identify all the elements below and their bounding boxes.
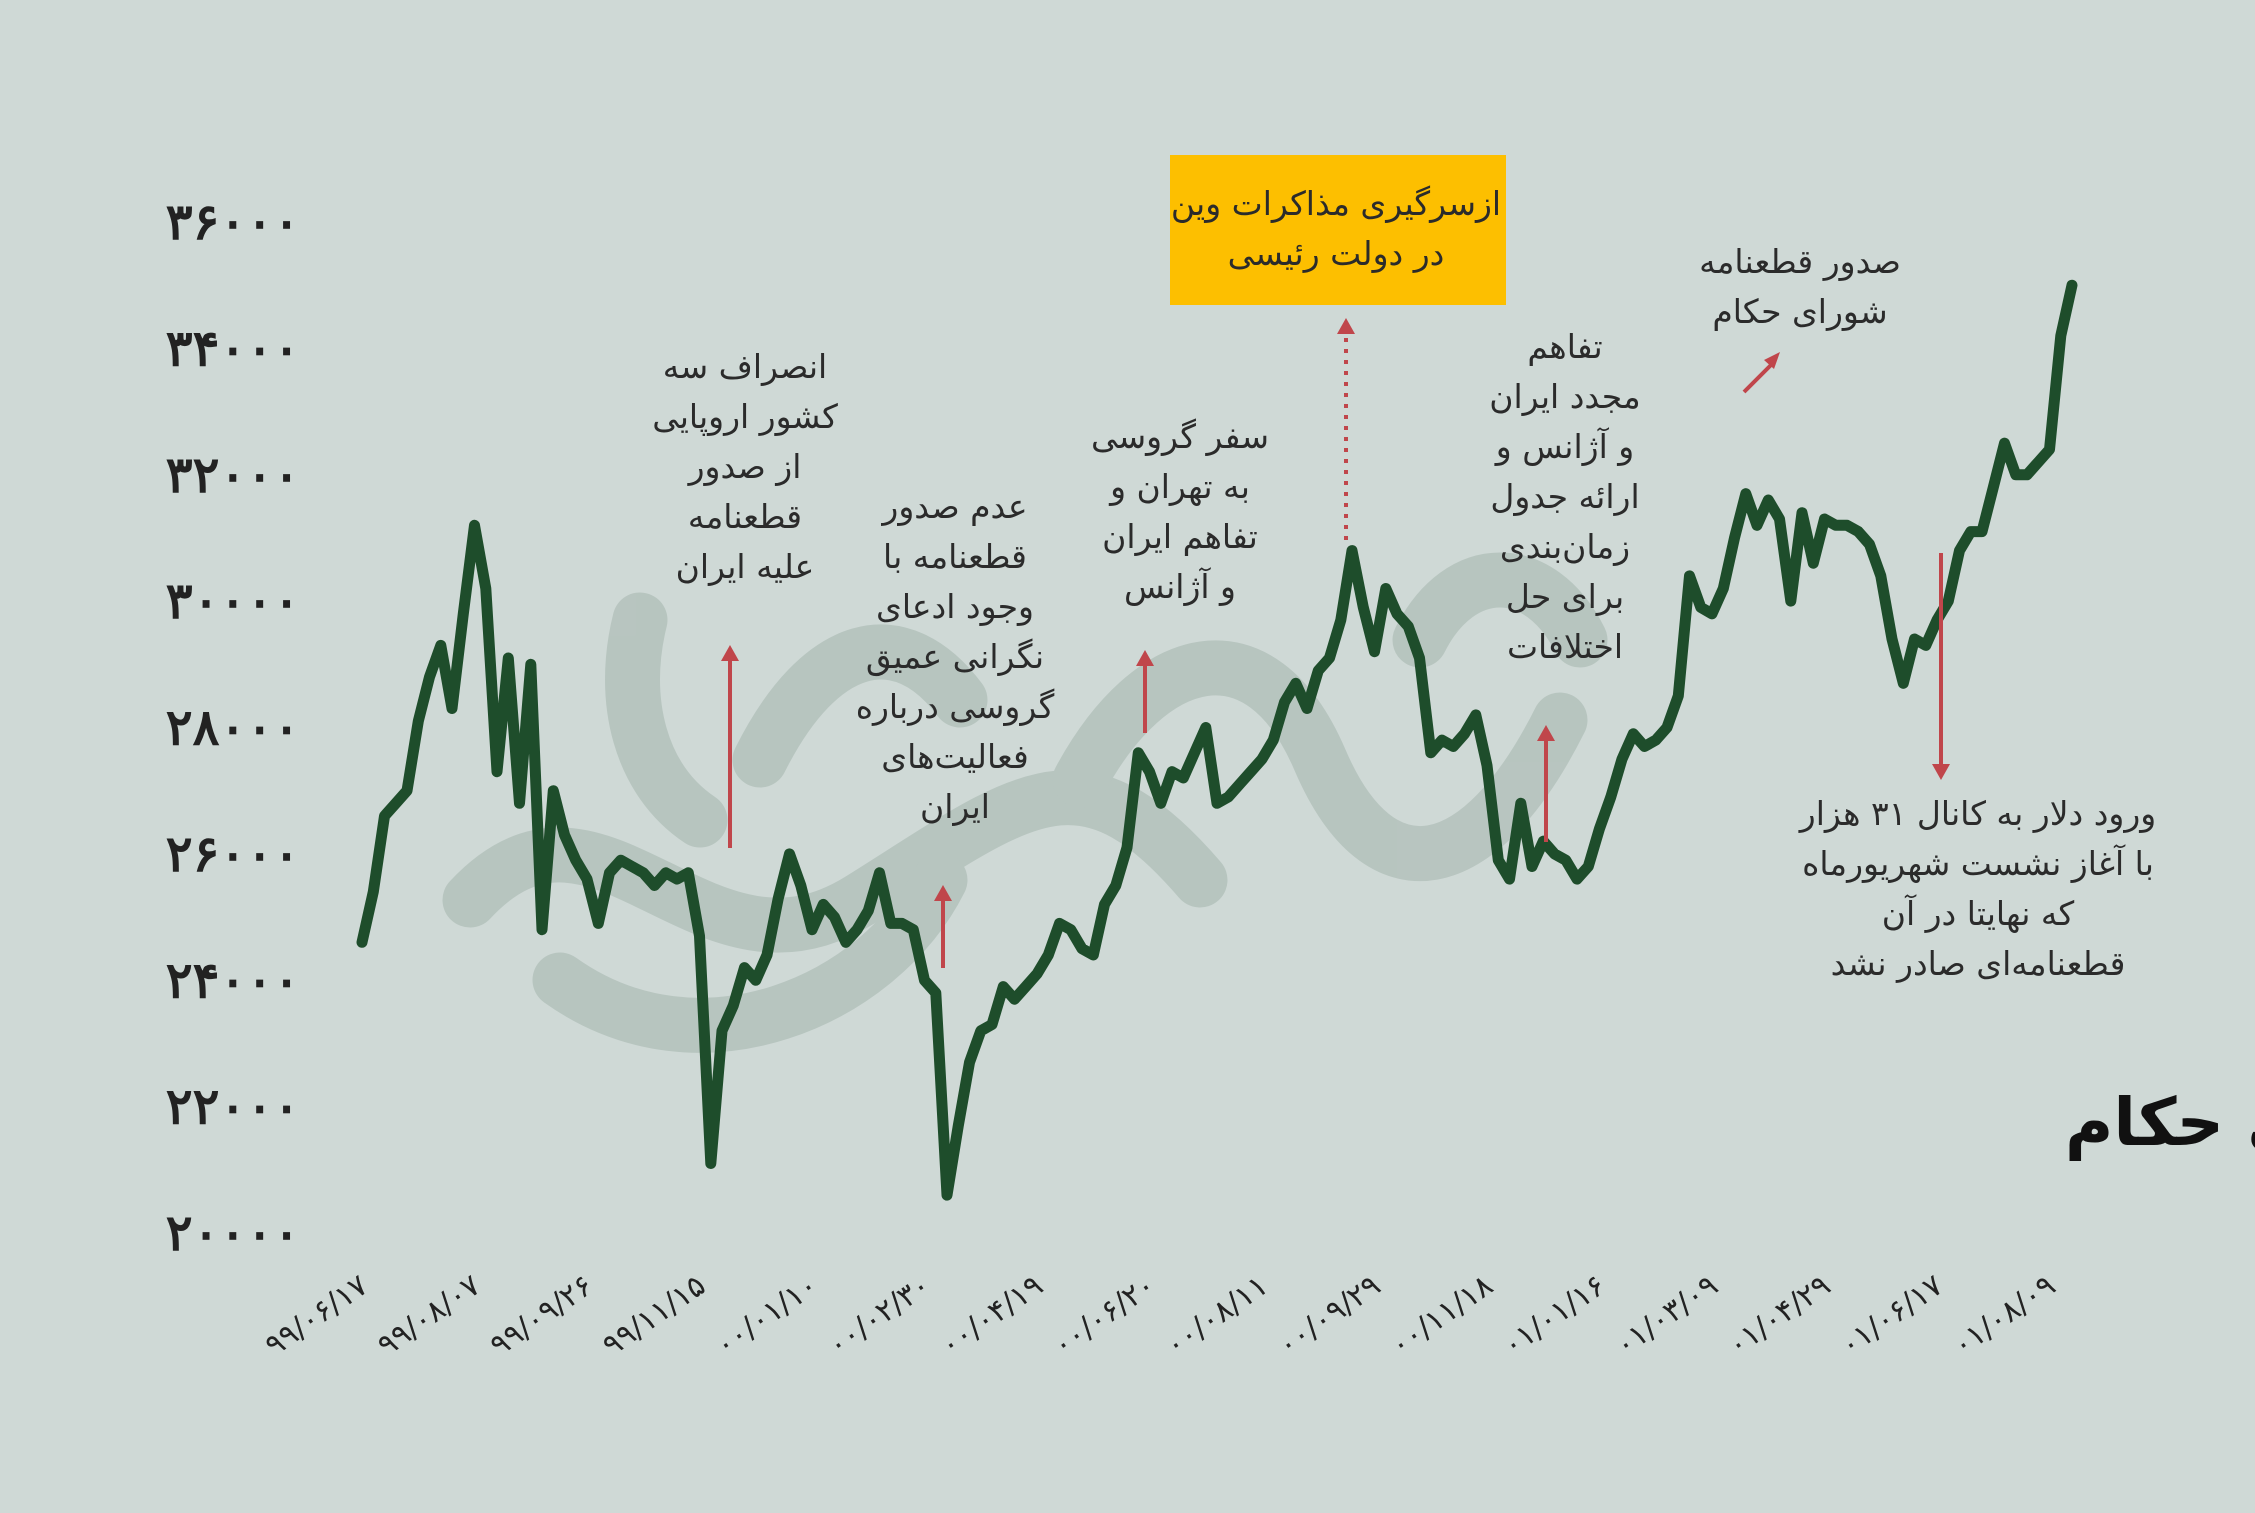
arrow-line bbox=[1742, 362, 1774, 394]
annotation-line: و آژانس bbox=[1124, 567, 1236, 606]
annotation-line: صدور قطعنامه bbox=[1699, 242, 1901, 281]
annotation-line: سفر گروسی bbox=[1091, 417, 1269, 456]
annotation-line: که نهایتا در آن bbox=[1882, 894, 2075, 933]
y-tick-label: ۳۴۰۰۰ bbox=[166, 318, 300, 377]
y-tick-label: ۲۶۰۰۰ bbox=[166, 824, 300, 883]
annotation-line: فعالیت‌های bbox=[881, 737, 1028, 776]
annotation: صدور قطعنامه شورای حکام bbox=[1699, 242, 1901, 394]
annotation-line: ارائه جدول bbox=[1490, 477, 1639, 516]
annotation-line: وجود ادعای bbox=[876, 587, 1034, 626]
annotation-line: برای حل bbox=[1506, 577, 1624, 616]
y-tick-label: ۳۶۰۰۰ bbox=[166, 192, 300, 251]
annotation-line: ایران bbox=[920, 787, 990, 826]
arrow-head bbox=[1537, 725, 1555, 741]
annotations: انصراف سه کشور اروپایی از صدور قطعنامه علیه … bbox=[652, 155, 2156, 983]
annotation: عدم صدور قطعنامه با وجود ادعای نگرانی عمیق گ… bbox=[856, 487, 1055, 968]
annotation-line: شورای حکام bbox=[1712, 292, 1887, 331]
annotation-line: از صدور bbox=[687, 447, 802, 486]
annotation-line: اختلافات bbox=[1507, 627, 1623, 666]
y-tick-label: ۳۰۰۰۰ bbox=[166, 571, 300, 630]
annotation: سفر گروسی به تهران و تفاهم ایران و آژانس bbox=[1091, 417, 1269, 733]
annotation-line: نگرانی عمیق bbox=[866, 637, 1044, 677]
annotation-line: ازسرگیری مذاکرات وین bbox=[1171, 184, 1501, 223]
y-tick-label: ۲۰۰۰۰ bbox=[166, 1203, 300, 1262]
arrow-head bbox=[721, 645, 739, 661]
series-group bbox=[356, 279, 2078, 1201]
annotation-line: قطعنامه bbox=[688, 497, 802, 536]
annotation-line: و آژانس و bbox=[1494, 427, 1634, 466]
annotation-line: به تهران و bbox=[1108, 467, 1250, 506]
arrow-head bbox=[934, 885, 952, 901]
annotation-line: انصراف سه bbox=[663, 347, 827, 386]
annotation-line: گروسی درباره bbox=[856, 687, 1055, 726]
annotation: تفاهم مجدد ایران و آژانس و ارائه جدول زمان‌ب… bbox=[1489, 327, 1641, 842]
annotation-line: در دولت رئیسی bbox=[1228, 234, 1445, 273]
annotation-line: تفاهم bbox=[1527, 327, 1602, 366]
annotation-line: قطعنامه‌ای صادر نشد bbox=[1831, 944, 2126, 983]
y-axis: ۲۰۰۰۰ ۲۲۰۰۰ ۲۴۰۰۰ ۲۶۰۰۰ ۲۸۰۰۰ ۳۰۰۰۰ ۳۲۰۰۰ ۳۴۰۰۰… bbox=[166, 192, 300, 1262]
annotation-line: تفاهم ایران bbox=[1102, 517, 1258, 556]
annotation: ازسرگیری مذاکرات وین در دولت رئیسی bbox=[1170, 155, 1506, 540]
y-tick-label: ۲۸۰۰۰ bbox=[166, 698, 300, 757]
annotation-line: مجدد ایران bbox=[1489, 377, 1640, 416]
annotation-line: علیه ایران bbox=[676, 547, 815, 586]
annotation-line: قطعنامه با bbox=[883, 537, 1027, 576]
annotation-line: با آغاز نشست شهریورماه bbox=[1802, 844, 2154, 883]
y-tick-label: ۲۲۰۰۰ bbox=[166, 1077, 300, 1136]
highlight-box bbox=[1170, 155, 1506, 305]
series-line bbox=[356, 279, 2078, 1201]
chart-title: دلار و ۶ جلسه اخیر شورای حکام bbox=[2065, 1084, 2255, 1162]
y-tick-label: ۲۴۰۰۰ bbox=[166, 950, 300, 1009]
annotation: انصراف سه کشور اروپایی از صدور قطعنامه علیه … bbox=[652, 347, 838, 848]
annotation: ورود دلار به کانال ۳۱ هزار با آغاز نشست ش… bbox=[1798, 553, 2156, 983]
annotation-line: کشور اروپایی bbox=[652, 397, 838, 436]
arrow-head bbox=[1932, 764, 1950, 780]
y-tick-label: ۳۲۰۰۰ bbox=[166, 445, 300, 504]
arrow-head bbox=[1764, 352, 1780, 369]
arrow-head bbox=[1136, 650, 1154, 666]
arrow-head bbox=[1337, 318, 1355, 334]
annotation-line: عدم صدور bbox=[880, 487, 1027, 526]
annotation-line: ورود دلار به کانال ۳۱ هزار bbox=[1798, 794, 2156, 833]
annotation-line: زمان‌بندی bbox=[1500, 527, 1630, 566]
